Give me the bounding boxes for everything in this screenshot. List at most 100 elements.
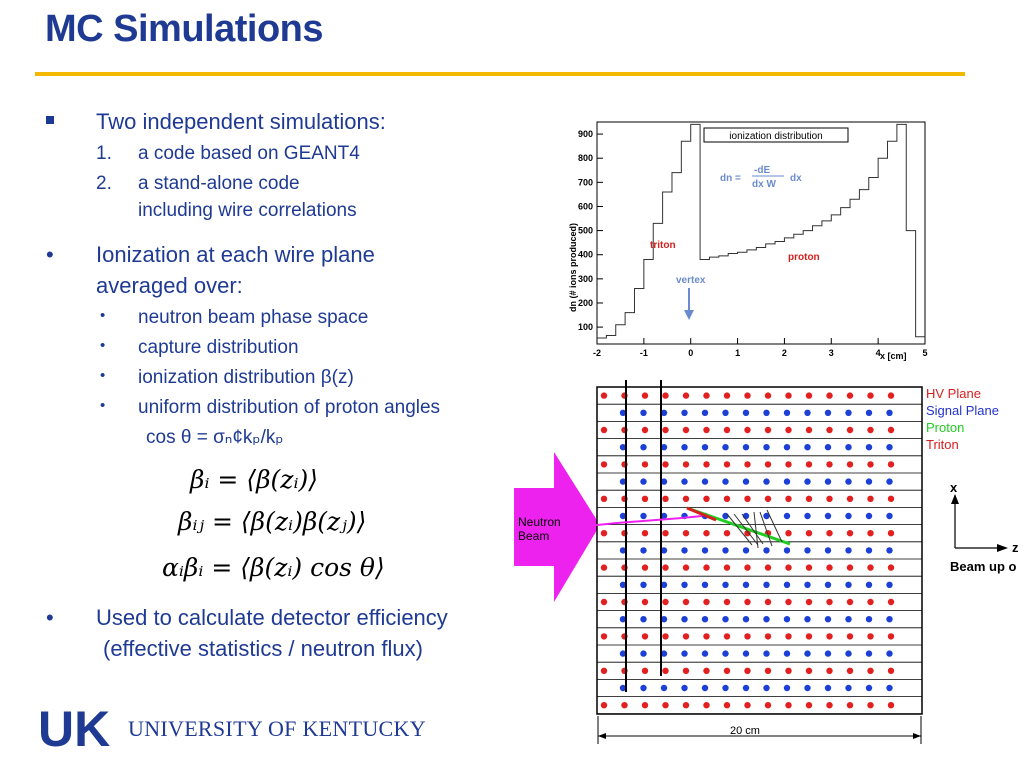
hv-wire-dot xyxy=(744,633,751,640)
hv-wire-dot xyxy=(682,392,690,399)
hv-wire-dot xyxy=(867,426,874,434)
hv-wire-dot xyxy=(846,495,854,502)
signal-wire-dot xyxy=(619,547,627,554)
signal-wire-dot xyxy=(681,684,688,692)
signal-wire-dot xyxy=(886,478,893,485)
hv-wire-dot xyxy=(744,461,751,468)
signal-wire-dot xyxy=(681,581,688,588)
hv-wire-dot xyxy=(723,392,731,399)
signal-wire-dot xyxy=(701,684,709,692)
chart-title-box xyxy=(703,127,849,143)
beam-up-label: Beam up o xyxy=(950,559,1017,574)
signal-wire-dot xyxy=(681,616,688,623)
signal-wire-dot xyxy=(763,616,770,623)
hv-wire-dot xyxy=(600,564,608,571)
hv-wire-dot xyxy=(805,495,813,502)
hv-wire-dot xyxy=(867,633,874,640)
signal-wire-dot xyxy=(804,650,811,657)
equation-beta-i: βᵢ = ⟨β(zᵢ)⟩ xyxy=(190,465,318,494)
x-tick-label: 1 xyxy=(735,348,740,358)
hv-wire-dot xyxy=(703,495,710,502)
signal-wire-dot xyxy=(845,512,852,520)
signal-wire-dot xyxy=(742,684,750,692)
hv-wire-dot xyxy=(867,461,874,468)
axis-x-label: x xyxy=(950,480,958,495)
hv-wire-dot xyxy=(826,495,833,502)
hv-wire-dot xyxy=(641,667,649,674)
signal-wire-dot xyxy=(763,547,770,554)
sub-bullet-icon: • xyxy=(100,367,106,384)
hv-wire-dot xyxy=(826,392,833,399)
signal-wire-dot xyxy=(640,444,647,451)
hv-wire-dot xyxy=(826,461,833,468)
signal-wire-dot xyxy=(824,616,832,623)
signal-wire-dot xyxy=(886,444,893,451)
y-tick-label: 900 xyxy=(578,129,593,139)
hv-wire-dot xyxy=(846,461,854,468)
signal-wire-dot xyxy=(722,684,729,692)
signal-wire-dot xyxy=(681,409,688,416)
hv-wire-dot xyxy=(662,530,669,537)
hv-wire-dot xyxy=(805,564,813,571)
hv-wire-dot xyxy=(600,426,608,434)
signal-wire-dot xyxy=(886,650,893,657)
signal-wire-dot xyxy=(824,684,832,692)
hv-wire-dot xyxy=(785,495,792,502)
signal-wire-dot xyxy=(824,650,832,657)
legend-signal-plane: Signal Plane xyxy=(926,403,999,418)
hv-wire-dot xyxy=(805,598,813,606)
signal-wire-dot xyxy=(845,684,852,692)
sub-item-phase-space: neutron beam phase space xyxy=(138,307,369,328)
signal-wire-dot xyxy=(742,409,750,416)
bullet-simulations: Two independent simulations: xyxy=(96,109,386,134)
hv-wire-dot xyxy=(805,633,813,640)
signal-wire-dot xyxy=(886,581,893,588)
signal-wire-dot xyxy=(619,616,627,623)
hv-wire-dot xyxy=(785,461,792,468)
signal-wire-dot xyxy=(865,547,873,554)
signal-wire-dot xyxy=(824,409,832,416)
signal-wire-dot xyxy=(783,547,791,554)
hv-wire-dot xyxy=(641,426,649,434)
hv-wire-dot xyxy=(641,495,649,502)
scale-label: 20 cm xyxy=(730,725,760,737)
signal-wire-dot xyxy=(845,616,852,623)
hv-wire-dot xyxy=(805,392,813,399)
hv-wire-dot xyxy=(600,495,608,502)
hv-wire-dot xyxy=(805,461,813,468)
square-bullet-icon xyxy=(46,116,54,124)
signal-wire-dot xyxy=(660,444,668,451)
equation-beta-ij: βᵢⱼ = ⟨β(zᵢ)β(zⱼ)⟩ xyxy=(178,507,367,536)
signal-wire-dot xyxy=(640,650,647,657)
signal-wire-dot xyxy=(763,512,770,520)
signal-wire-dot xyxy=(660,650,668,657)
hv-wire-dot xyxy=(600,633,608,640)
signal-wire-dot xyxy=(845,444,852,451)
hv-wire-dot xyxy=(764,495,772,502)
hv-wire-dot xyxy=(764,702,772,709)
y-tick-label: 800 xyxy=(578,153,593,163)
hv-wire-dot xyxy=(805,702,813,709)
uk-logo-text: UK xyxy=(38,703,110,751)
y-tick-label: 400 xyxy=(578,250,593,260)
scale-arrow-right-icon xyxy=(913,733,921,739)
hv-wire-dot xyxy=(682,530,690,537)
signal-wire-dot xyxy=(865,650,873,657)
signal-wire-dot xyxy=(742,616,750,623)
hv-wire-dot xyxy=(887,461,895,468)
hv-wire-dot xyxy=(744,426,751,434)
formula-rhs: dx xyxy=(790,173,802,184)
signal-wire-dot xyxy=(804,616,811,623)
x-tick-label: 0 xyxy=(688,348,693,358)
neutron-beam-arrow xyxy=(514,452,600,602)
hv-wire-dot xyxy=(662,495,669,502)
signal-wire-dot xyxy=(763,478,770,485)
bullet-efficiency: Used to calculate detector efficiency xyxy=(96,605,448,630)
signal-wire-dot xyxy=(660,684,668,692)
hv-wire-dot xyxy=(600,667,608,674)
bullet-ionization-cont: averaged over: xyxy=(96,273,243,298)
hv-wire-dot xyxy=(867,392,874,399)
hv-wire-dot xyxy=(641,461,649,468)
signal-wire-dot xyxy=(701,581,709,588)
hv-wire-dot xyxy=(826,633,833,640)
